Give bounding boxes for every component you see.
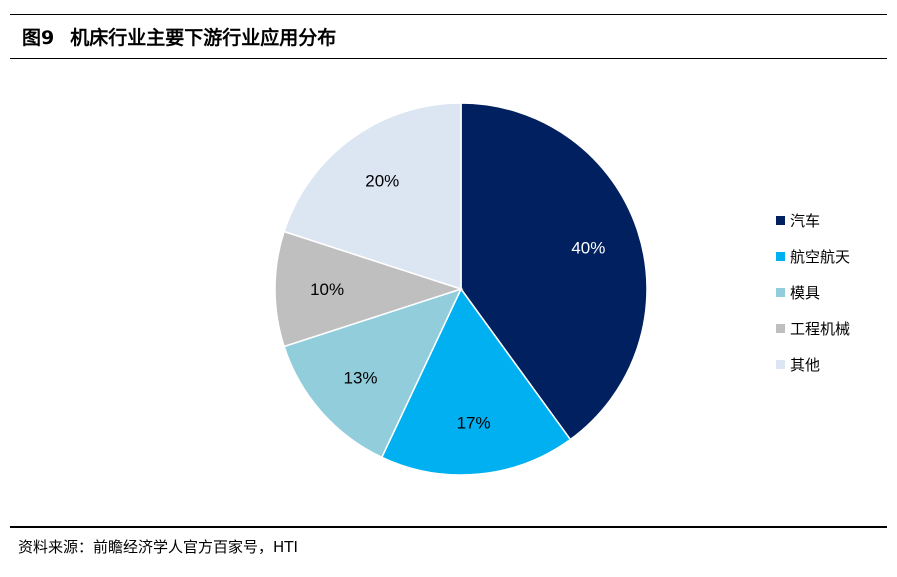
top-rule — [10, 14, 887, 15]
slice-data-label-0: 40% — [571, 239, 605, 258]
legend-item-2: 模具 — [776, 274, 850, 310]
slice-data-label-1: 17% — [457, 413, 491, 432]
legend-swatch-4 — [776, 359, 785, 369]
figure-title-text: 机床行业主要下游行业应用分布 — [70, 27, 337, 49]
legend-label-4: 其他 — [790, 355, 821, 374]
pie-slice-1 — [380, 287, 572, 476]
legend-item-0: 汽车 — [776, 202, 850, 238]
legend-item-1: 航空航天 — [776, 238, 850, 274]
legend-label-0: 汽车 — [790, 211, 821, 230]
chart-legend: 汽车航空航天模具工程机械其他 — [776, 202, 850, 382]
bottom-rule — [10, 526, 887, 528]
legend-swatch-2 — [776, 287, 785, 297]
figure-title: 图9 机床行业主要下游行业应用分布 — [22, 23, 336, 50]
legend-swatch-0 — [776, 215, 785, 225]
legend-swatch-3 — [776, 323, 785, 333]
legend-label-2: 模具 — [790, 283, 821, 302]
pie-slice-2 — [283, 287, 463, 459]
pie-slice-0 — [460, 102, 648, 441]
pie-slice-3 — [274, 230, 464, 348]
slice-data-label-2: 13% — [344, 369, 378, 388]
source-note: 资料来源：前瞻经济学人官方百家号，HTI — [18, 538, 298, 556]
legend-item-3: 工程机械 — [776, 310, 850, 346]
legend-swatch-1 — [776, 251, 785, 261]
title-rule — [10, 58, 887, 59]
legend-label-3: 工程机械 — [790, 319, 851, 338]
legend-item-4: 其他 — [776, 346, 850, 382]
slice-data-label-4: 20% — [365, 172, 399, 191]
slice-data-label-3: 10% — [310, 280, 344, 299]
figure-number: 图9 — [22, 27, 55, 49]
pie-slice-4 — [283, 102, 462, 291]
legend-label-1: 航空航天 — [790, 247, 851, 266]
